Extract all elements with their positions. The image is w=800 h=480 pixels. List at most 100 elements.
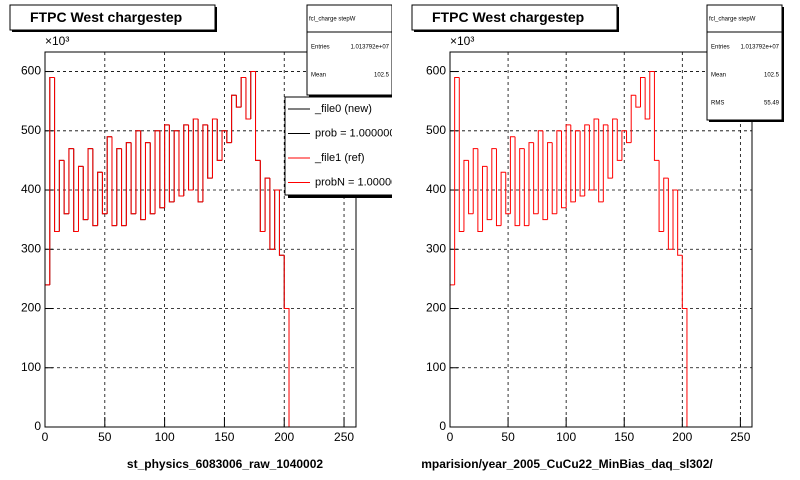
histogram-bin [58,159,65,232]
histogram-bin [149,142,156,215]
histogram-bin [54,77,60,233]
histogram-bin [537,130,543,214]
histogram-bin [463,159,469,232]
histogram-bin [454,76,460,285]
histogram-bin [653,71,660,161]
y-tick-label: 200 [426,301,446,315]
histogram-bin [77,165,84,232]
histogram-bin [63,160,69,215]
histogram-bin [561,130,567,209]
plot-frame-bg [450,52,752,427]
x-tick-label: 150 [214,430,234,444]
y-tick-label: 100 [21,360,41,374]
histogram-bin [259,160,266,233]
stats-value: 55.49 [764,101,780,107]
y-tick-label: 0 [439,419,446,433]
chart-title: FTPC West chargestep [30,9,182,25]
histogram-bin [667,178,674,250]
histogram-bin [547,142,553,220]
x-tick-label: 0 [42,430,49,444]
histogram-bin [240,76,246,108]
histogram-bin [505,172,511,215]
histogram-bin [140,130,146,221]
plot-frame [44,51,357,428]
x-tick-label: 0 [447,430,454,444]
chart-pad: 0 100 200 300 400 500 600 0 50 100 150 200 250 ×10³ st… [9,4,403,471]
histogram-bin [197,118,203,203]
histogram-bin [245,77,251,120]
histogram-bin [116,148,122,226]
stats-title: fcl_charge stepW [309,17,356,23]
histogram-bin [468,160,474,215]
histogram-bin [106,136,112,214]
chart-pad: 0 100 200 300 400 500 600 0 50 100 150 200 250 ×10³ mp… [411,4,784,471]
x-tick-label: 150 [614,430,634,444]
histogram-bin [495,148,502,227]
y-multiplier: ×10³ [450,34,474,48]
histogram-bin [630,94,636,143]
histogram-bin [192,118,199,191]
y-multiplier: ×10³ [45,34,69,48]
histogram-bin [658,160,664,233]
histogram-bin [135,130,141,214]
histogram-bin [491,148,497,220]
histogram-bin [125,142,132,226]
x-tick-label: 200 [672,430,692,444]
histogram-bin [570,124,576,203]
histogram-bin [644,77,650,120]
stats-label: Mean [311,73,326,79]
legend-label: probN = 1.000000 [315,176,403,188]
legend-label: _file1 (ref) [314,152,365,164]
histogram-bin [221,130,227,161]
histogram-bin [598,118,604,203]
stats-label: Entries [311,45,330,51]
x-tick-label: 100 [155,430,175,444]
x-tick-label: 100 [556,430,576,444]
chart-title: FTPC West chargestep [432,9,584,25]
histogram-bin [458,77,464,233]
histogram-bin [542,130,548,221]
y-tick-label: 600 [21,64,41,78]
histogram-bin [681,255,688,427]
y-tick-label: 300 [21,241,41,255]
histogram-bin [178,130,184,197]
histogram-bin [82,166,89,221]
histogram-bin [500,171,506,226]
stats-label: Mean [711,73,726,79]
y-tick-label: 0 [34,419,41,433]
y-tick-label: 500 [426,123,446,137]
histogram-bin [97,171,103,226]
histogram-bin [235,95,242,108]
histogram-bin [533,142,539,215]
histogram-bin [556,130,562,214]
histogram-bin [528,142,534,226]
x-tick-label: 250 [334,430,354,444]
histogram-bin [159,130,165,209]
histogram-bin [168,124,175,203]
histogram-bin [588,124,595,191]
legend-label: prob = 1.000000 [315,127,395,139]
histogram-bin [211,118,218,179]
histogram-bin [216,118,223,161]
x-tick-label: 50 [98,430,112,444]
histogram-bin [584,124,590,196]
histogram-bin [523,148,529,227]
histogram-bin [255,71,261,161]
y-tick-label: 500 [21,123,41,137]
histogram-bin [639,76,646,108]
histogram-bin [87,148,93,220]
histogram-bin [68,148,74,214]
histogram-bin [663,177,669,232]
histogram-bin [250,71,256,119]
stats-value: 102.5 [764,73,780,79]
histogram-bin [49,76,55,285]
stats-label: RMS [711,101,724,107]
stats-value: 102.5 [374,73,390,79]
histogram-bin [602,124,608,202]
histogram-bin [472,148,478,214]
y-tick-label: 600 [426,64,446,78]
histogram-bin [101,172,108,215]
histogram-bin [677,190,683,256]
histogram-bin [278,190,285,256]
